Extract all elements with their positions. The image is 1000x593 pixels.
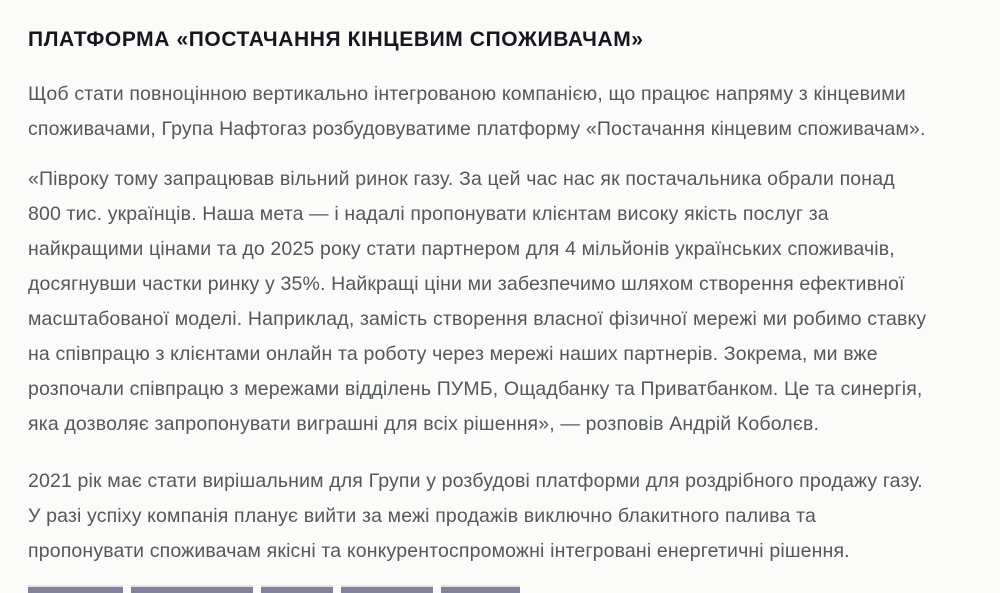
text-line: У разі успіху компанія планує вийти за м… [28, 505, 816, 527]
text-line: 800 тис. українців. Наша мета — і надалі… [28, 203, 829, 225]
article-title: ПЛАТФОРМА «ПОСТАЧАННЯ КІНЦЕВИМ СПОЖИВАЧА… [28, 28, 644, 51]
text-line: досягнувши частки ринку у 35%. Найкращі … [28, 273, 905, 295]
paragraph-outlook: 2021 рік має стати вирішальним для Групи… [28, 464, 972, 569]
text-line: масштабованої моделі. Наприклад, замість… [28, 308, 927, 330]
text-line: найкращими цінами та до 2025 року стати … [28, 238, 895, 260]
clipped-next-text-line [28, 585, 528, 593]
text-line: «Півроку тому запрацював вільний ринок г… [28, 168, 895, 190]
paragraph-intro: Щоб стати повноцінною вертикально інтегр… [28, 77, 972, 147]
text-line: на співпрацю з клієнтами онлайн та робот… [28, 343, 878, 365]
text-line: пропонувати споживачам якісні та конкуре… [28, 540, 850, 562]
paragraph-quote: «Півроку тому запрацював вільний ринок г… [28, 162, 972, 442]
text-line: яка дозволяє запропонувати виграшні для … [28, 413, 820, 435]
text-line: споживачами, Група Нафтогаз розбудовуват… [28, 118, 926, 140]
text-line: 2021 рік має стати вирішальним для Групи… [28, 470, 923, 492]
text-line: розпочали співпрацю з мережами відділень… [28, 378, 923, 400]
text-line: Щоб стати повноцінною вертикально інтегр… [28, 83, 906, 105]
